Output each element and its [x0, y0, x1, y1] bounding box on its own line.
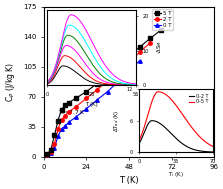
X-axis label: T (K): T (K) — [119, 176, 139, 185]
Text: T$_c$=7.7 K: T$_c$=7.7 K — [58, 108, 86, 117]
Y-axis label: C$_P$ (J/kg K): C$_P$ (J/kg K) — [4, 62, 17, 102]
Legend: 5 T, 2 T, 0 T: 5 T, 2 T, 0 T — [152, 9, 173, 30]
